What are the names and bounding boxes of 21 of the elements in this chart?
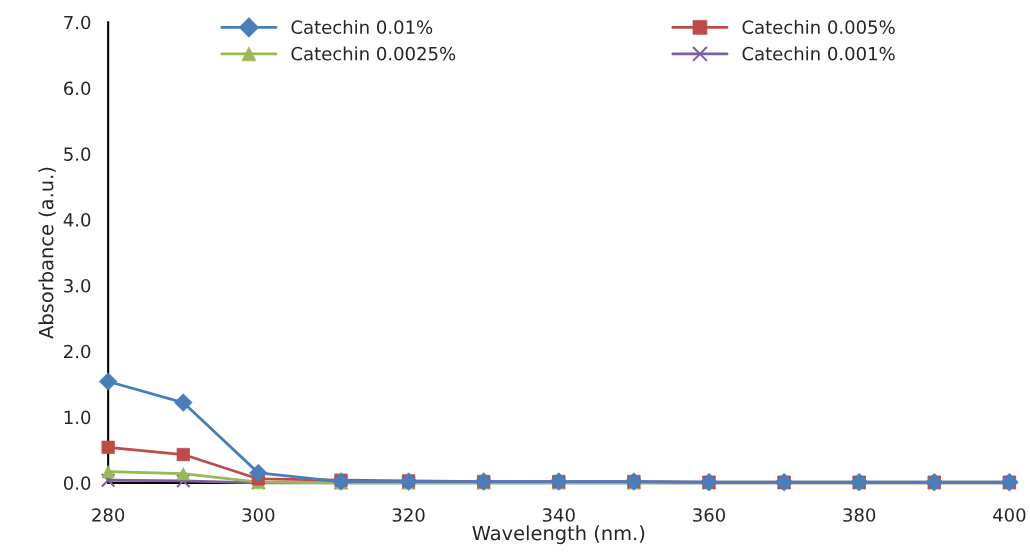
- y-axis-title: Absorbance (a.u.): [38, 167, 56, 339]
- legend-label: Catechin 0.0025%: [291, 46, 456, 61]
- x-axis-title: Wavelength (nm.): [472, 525, 645, 545]
- y-tick-label: 6.0: [64, 81, 91, 96]
- x-tick-label: 380: [843, 508, 876, 522]
- y-tick-label: 0.0: [63, 476, 91, 490]
- y-tick-label: 5.0: [64, 147, 91, 161]
- y-tick-label: 3.0: [64, 278, 91, 293]
- legend-label: Catechin 0.01%: [291, 20, 433, 34]
- x-tick-label: 360: [693, 508, 726, 522]
- y-tick-label: 2.0: [64, 344, 91, 359]
- x-tick-label: 320: [392, 508, 425, 522]
- x-tick-label: 340: [542, 508, 575, 522]
- legend-label: Catechin 0.001%: [742, 46, 895, 61]
- x-tick-label: 400: [993, 508, 1026, 522]
- y-tick-label: 7.0: [64, 15, 91, 30]
- legend-label: Catechin 0.005%: [742, 20, 895, 34]
- y-tick-label: 1.0: [64, 410, 91, 425]
- x-tick-label: 280: [92, 508, 125, 522]
- y-tick-label: 4.0: [63, 213, 91, 227]
- x-tick-label: 300: [242, 508, 275, 522]
